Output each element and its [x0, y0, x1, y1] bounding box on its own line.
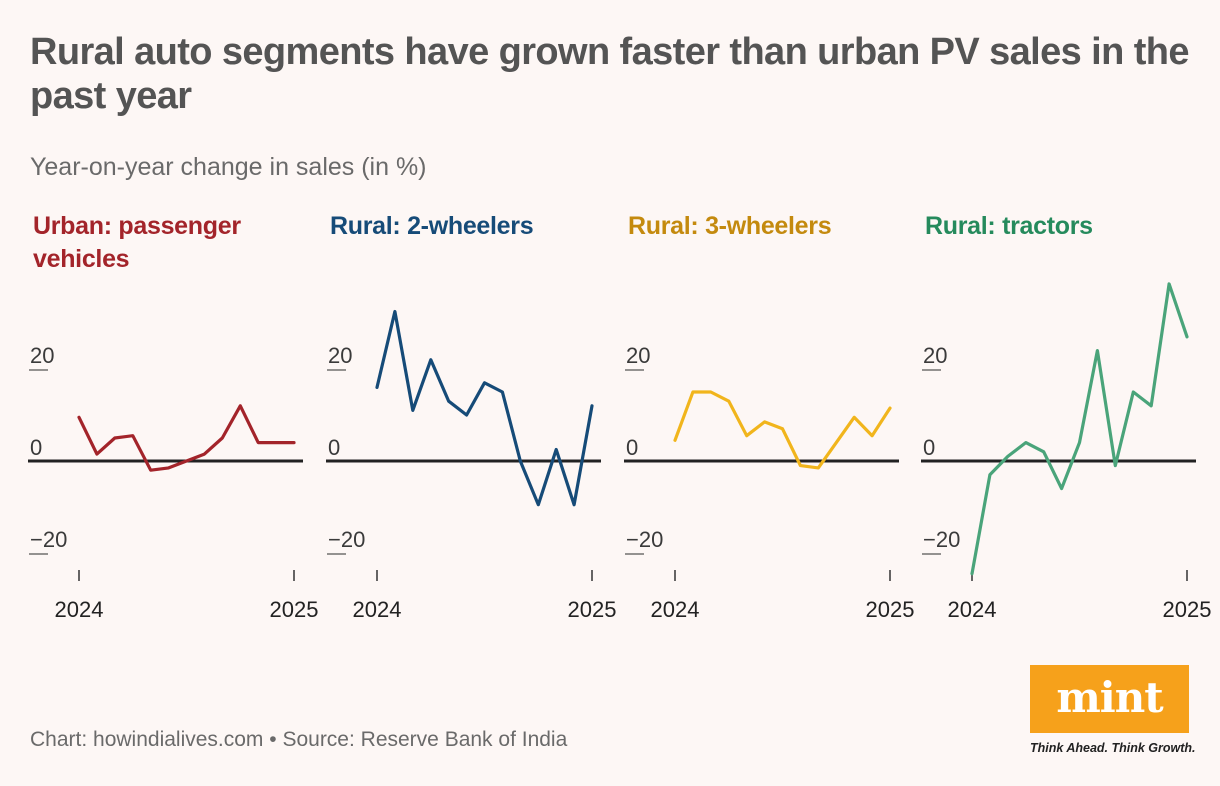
y-tick-label: 0 [626, 435, 638, 460]
x-tick-label: 2024 [651, 597, 700, 622]
panel-title-urban-pv: Urban: passenger vehicles [33, 212, 241, 273]
x-tick-label: 2024 [948, 597, 997, 622]
series-line [673, 390, 892, 470]
y-tick-label: −20 [328, 527, 365, 552]
panel-title-rural-3w: Rural: 3-wheelers [628, 212, 832, 240]
y-tick-label: 20 [626, 343, 650, 368]
y-tick-label: 0 [923, 435, 935, 460]
y-tick-label: −20 [626, 527, 663, 552]
y-tick-label: 20 [328, 343, 352, 368]
x-tick-label: 2025 [1163, 597, 1212, 622]
panel-title-rural-tractors: Rural: tractors [925, 212, 1093, 240]
logo-tagline: Think Ahead. Think Growth. [1030, 741, 1196, 755]
series-line [375, 309, 594, 507]
x-tick-label: 2024 [55, 597, 104, 622]
y-tick-label: −20 [30, 527, 67, 552]
x-tick-label: 2024 [353, 597, 402, 622]
source-note: Chart: howindialives.com • Source: Reser… [30, 728, 568, 751]
chart-title: Rural auto segments have grown faster th… [30, 31, 1190, 117]
panel-title-rural-2w: Rural: 2-wheelers [330, 212, 534, 240]
y-tick-label: −20 [923, 527, 960, 552]
x-tick-label: 2025 [270, 597, 319, 622]
x-tick-label: 2025 [568, 597, 617, 622]
chart-subtitle: Year-on-year change in sales (in %) [30, 153, 427, 181]
y-tick-label: 0 [30, 435, 42, 460]
series-line [970, 282, 1189, 576]
y-tick-label: 20 [923, 343, 947, 368]
y-tick-label: 20 [30, 343, 54, 368]
x-tick-label: 2025 [866, 597, 915, 622]
mint-logo: mint [1030, 665, 1189, 733]
y-tick-label: 0 [328, 435, 340, 460]
series-line [77, 404, 296, 472]
